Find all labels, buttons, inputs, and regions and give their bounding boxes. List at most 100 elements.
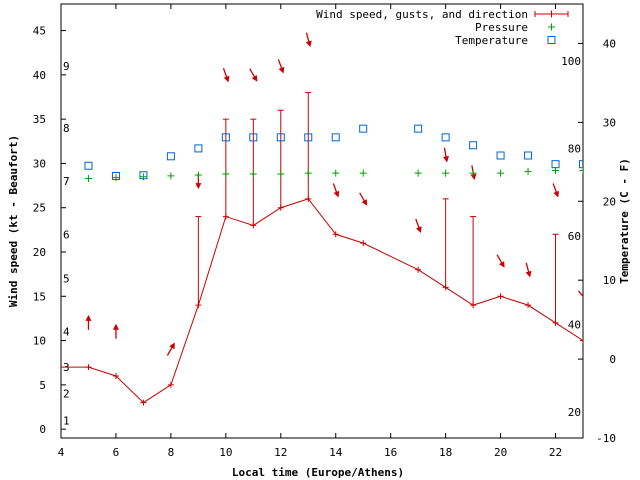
fahrenheit-label: 80: [568, 142, 581, 155]
temperature-point: [524, 151, 533, 160]
legend-pressure-mark: [548, 23, 555, 31]
wind-speed-point: [442, 284, 449, 291]
temperature-point: [496, 151, 505, 160]
plot-area: [61, 32, 583, 406]
pressure-point: [579, 167, 583, 175]
beaufort-label: 8: [63, 122, 70, 135]
wind-speed-point: [332, 231, 339, 238]
axes-layer: 4 6 8 10 12 14 16 18 20 22051015202530354045-1001…: [33, 4, 616, 459]
wind-arrow-head: [251, 75, 258, 82]
wind-speed-point: [360, 240, 367, 247]
wind-direction-arrow: [443, 147, 449, 163]
x-tick-label: 4: [58, 446, 65, 459]
pressure-point: [194, 171, 202, 179]
legend: Wind speed, gusts, and directionPressure…: [316, 8, 569, 47]
y-tick-label: 40: [33, 69, 46, 82]
legend-wind-mark: [548, 10, 555, 18]
pressure-point: [497, 169, 505, 177]
wind-speed-point: [112, 373, 119, 379]
wind-speed-point: [415, 266, 422, 273]
wind-direction-arrow: [222, 68, 230, 83]
y2-tick-label: 30: [603, 116, 616, 129]
legend-label: Wind speed, gusts, and direction: [316, 8, 528, 21]
y-tick-label: 35: [33, 113, 46, 126]
wind-speed-point: [140, 399, 147, 406]
beaufort-label: 7: [63, 175, 70, 188]
pressure-point: [359, 169, 367, 177]
y-tick-label: 25: [33, 202, 46, 215]
wind-speed-point: [305, 195, 312, 202]
temperature-point: [139, 171, 148, 180]
legend-item: Pressure: [475, 21, 555, 34]
wind-arrow-head: [525, 270, 532, 278]
wind-arrow-head: [361, 199, 368, 206]
wind-speed-point: [85, 364, 92, 371]
series-layer: [61, 32, 583, 406]
wind-speed-point: [250, 222, 257, 229]
legend-label: Temperature: [455, 34, 528, 47]
fahrenheit-label: 60: [568, 230, 581, 243]
y-tick-label: 10: [33, 335, 46, 348]
wind-direction-arrow: [85, 314, 92, 330]
wind-arrow-head: [278, 66, 285, 74]
temperature-point: [579, 160, 583, 169]
temperature-point: [111, 172, 120, 181]
wind-direction-arrow: [305, 32, 312, 48]
wind-arrow-head: [223, 75, 230, 83]
x-tick-label: 8: [168, 446, 175, 459]
wind-arrow-head: [470, 173, 477, 181]
x-tick-label: 14: [329, 446, 343, 459]
wind-arrow-head: [443, 156, 449, 163]
wind-direction-arrow: [112, 323, 119, 339]
y-tick-label: 5: [39, 379, 46, 392]
legend-label: Pressure: [475, 21, 528, 34]
wind-speed-point: [497, 293, 504, 300]
wind-direction-arrow: [552, 183, 560, 198]
wind-speed-line: [61, 198, 583, 404]
beaufort-label: 6: [63, 228, 70, 241]
y-tick-label: 30: [33, 157, 46, 170]
wind-speed-point: [470, 302, 477, 309]
wind-arrow-head: [333, 190, 340, 198]
temperature-point: [414, 124, 423, 133]
temperature-point: [441, 133, 450, 142]
x-tick-label: 22: [549, 446, 562, 459]
x-tick-label: 16: [384, 446, 397, 459]
pressure-point: [304, 169, 312, 177]
temperature-point: [84, 161, 93, 170]
temperature-point: [221, 133, 230, 142]
temperature-point: [166, 152, 175, 161]
pressure-point: [524, 167, 532, 175]
wind-direction-arrow: [496, 254, 505, 268]
wind-arrow-head: [305, 40, 312, 48]
beaufort-label: 9: [63, 60, 70, 73]
y2-tick-label: 20: [603, 195, 616, 208]
pressure-point: [277, 170, 285, 178]
y-tick-label: 15: [33, 290, 46, 303]
y-axis-label: Wind speed (kt - Beaufort): [7, 135, 20, 307]
y2-tick-label: -10: [596, 432, 616, 445]
beaufort-label: 1: [63, 414, 70, 427]
wind-direction-arrow: [359, 192, 368, 206]
wind-arrow-head: [169, 342, 175, 350]
wind-arrow-head: [498, 261, 505, 268]
pressure-point: [469, 169, 477, 177]
legend-item: Temperature: [455, 34, 556, 47]
wind-direction-arrow: [525, 262, 532, 278]
pressure-point: [249, 170, 257, 178]
y-tick-label: 20: [33, 246, 46, 259]
y2-tick-label: 0: [609, 353, 616, 366]
wind-speed-point: [525, 302, 532, 309]
plot-frame: [60, 3, 584, 439]
pressure-point: [112, 174, 120, 182]
fahrenheit-label: 40: [568, 318, 581, 331]
fahrenheit-label: 100: [561, 55, 581, 68]
wind-arrow-head: [112, 323, 119, 330]
temperature-point: [551, 160, 560, 169]
wind-speed-point: [195, 302, 202, 309]
wind-direction-arrow: [277, 59, 285, 74]
temperature-point: [469, 141, 478, 150]
x-tick-label: 12: [274, 446, 287, 459]
beaufort-label: 5: [63, 273, 70, 286]
